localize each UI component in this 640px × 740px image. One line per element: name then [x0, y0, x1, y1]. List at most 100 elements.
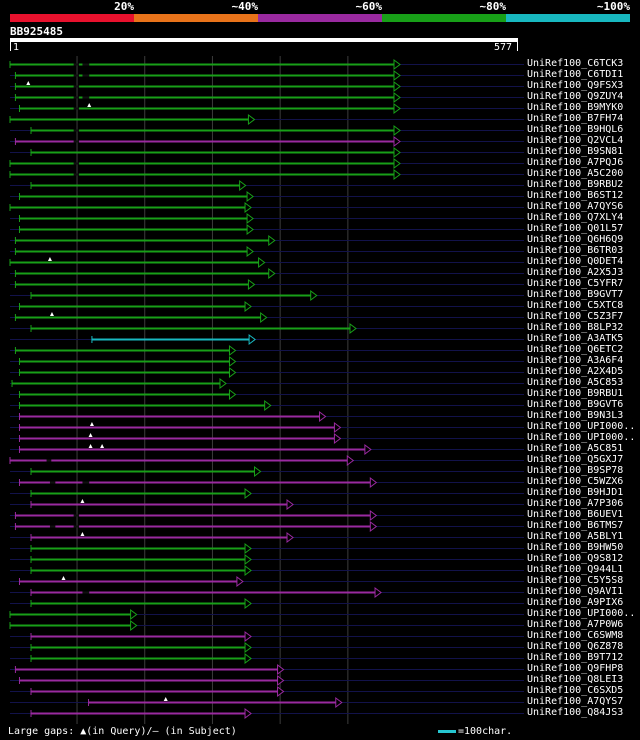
- alignment-end-arrow: [219, 378, 227, 389]
- alignment-end-arrow: [286, 532, 294, 543]
- hit-label[interactable]: UniRef100_Q6Z878: [527, 641, 624, 652]
- hit-label[interactable]: UniRef100_B8LP32: [527, 322, 624, 333]
- query-gap-marker: [88, 433, 93, 437]
- hit-label[interactable]: UniRef100_Q9FHP8: [527, 663, 624, 674]
- query-end-label: 577: [494, 42, 513, 53]
- hit-label[interactable]: UniRef100_A7P0W6: [527, 619, 624, 630]
- alignment-end-arrow: [364, 444, 372, 455]
- hit-label[interactable]: UniRef100_C6TCK3: [527, 58, 624, 69]
- legend-segment-4: [382, 14, 506, 22]
- hit-label[interactable]: UniRef100_A5C200: [527, 168, 624, 179]
- hit-label[interactable]: UniRef100_C5Y5S8: [527, 575, 624, 586]
- alignment-end-arrow: [268, 235, 276, 246]
- hit-label[interactable]: UniRef100_UPI000..: [527, 608, 636, 619]
- alignment-end-arrow: [310, 290, 318, 301]
- hit-label[interactable]: UniRef100_A7PQJ6: [527, 157, 624, 168]
- hit-label[interactable]: UniRef100_Q9ZUY4: [527, 91, 624, 102]
- hit-label[interactable]: UniRef100_B6TMS7: [527, 520, 624, 531]
- hit-label[interactable]: UniRef100_B9SN81: [527, 146, 624, 157]
- hit-label[interactable]: UniRef100_A7QYS7: [527, 696, 624, 707]
- hit-label[interactable]: UniRef100_Q9AVI1: [527, 586, 624, 597]
- hit-label[interactable]: UniRef100_B9MYK0: [527, 102, 624, 113]
- hit-label[interactable]: UniRef100_Q9FSX3: [527, 80, 624, 91]
- hit-label[interactable]: UniRef100_A2X5J3: [527, 267, 624, 278]
- alignment-end-arrow: [246, 224, 254, 235]
- query-gap-marker: [87, 103, 92, 107]
- hit-label[interactable]: UniRef100_A7P306: [527, 498, 624, 509]
- hit-label[interactable]: UniRef100_B6TR03: [527, 245, 624, 256]
- hit-label[interactable]: UniRef100_C5XTC8: [527, 300, 624, 311]
- hit-label[interactable]: UniRef100_C5Z3F7: [527, 311, 624, 322]
- alignment-end-arrow: [369, 521, 378, 532]
- alignment-end-arrow: [260, 312, 268, 323]
- hit-label[interactable]: UniRef100_B9HW50: [527, 542, 624, 553]
- hit-label[interactable]: UniRef100_A2X4D5: [527, 366, 624, 377]
- hit-label[interactable]: UniRef100_B9GVT6: [527, 399, 624, 410]
- hit-label[interactable]: UniRef100_Q01L57: [527, 223, 624, 234]
- alignment-end-arrow: [130, 620, 138, 631]
- hit-label[interactable]: UniRef100_Q2VCL4: [527, 135, 624, 146]
- alignment-end-arrow: [246, 213, 254, 224]
- hit-label[interactable]: UniRef100_Q8LEI3: [527, 674, 624, 685]
- query-gap-marker: [49, 312, 54, 316]
- gap-legend: Large gaps: ▲(in Query)/– (in Subject): [8, 726, 237, 737]
- alignment-end-arrow: [130, 609, 138, 620]
- alignment-end-arrow: [277, 675, 285, 686]
- alignment-end-arrow: [244, 631, 252, 642]
- hit-label[interactable]: UniRef100_Q84JS3: [527, 707, 624, 718]
- hit-label[interactable]: UniRef100_Q5GXJ7: [527, 454, 624, 465]
- query-gap-marker: [100, 444, 105, 448]
- alignment-end-arrow: [369, 477, 378, 488]
- hit-label[interactable]: UniRef100_UPI000..: [527, 421, 636, 432]
- hit-label[interactable]: UniRef100_A7QYS6: [527, 201, 624, 212]
- hit-label[interactable]: UniRef100_C5YFR7: [527, 278, 624, 289]
- alignment-end-arrow: [244, 488, 252, 499]
- hit-label[interactable]: UniRef100_Q7XLY4: [527, 212, 624, 223]
- alignment-end-arrow: [393, 136, 401, 147]
- alignment-end-arrow: [244, 565, 252, 576]
- hit-label[interactable]: UniRef100_Q6ETC2: [527, 344, 624, 355]
- alignment-end-arrow: [244, 543, 252, 554]
- alignment-end-arrow: [335, 697, 343, 708]
- hit-label[interactable]: UniRef100_UPI000..: [527, 432, 636, 443]
- alignment-end-arrow: [333, 433, 342, 444]
- alignment-end-arrow: [349, 323, 357, 334]
- hit-label[interactable]: UniRef100_B9SP78: [527, 465, 624, 476]
- hit-label[interactable]: UniRef100_B6ST12: [527, 190, 624, 201]
- legend-label-4: ~80%: [479, 0, 507, 13]
- hit-label[interactable]: UniRef100_B9HJD1: [527, 487, 624, 498]
- query-gap-marker: [163, 697, 168, 701]
- hit-label[interactable]: UniRef100_B6UEV1: [527, 509, 624, 520]
- hit-label[interactable]: UniRef100_B7FH74: [527, 113, 624, 124]
- hit-label[interactable]: UniRef100_B9GVT7: [527, 289, 624, 300]
- hit-label[interactable]: UniRef100_A5C851: [527, 443, 624, 454]
- hit-label[interactable]: UniRef100_B9N3L3: [527, 410, 624, 421]
- hit-label[interactable]: UniRef100_A3A6F4: [527, 355, 624, 366]
- alignment-end-arrow: [244, 301, 252, 312]
- hit-label[interactable]: UniRef100_A5BLY1: [527, 531, 624, 542]
- hit-label[interactable]: UniRef100_Q944L1: [527, 564, 624, 575]
- alignment-end-arrow: [244, 202, 252, 213]
- hit-label[interactable]: UniRef100_A3ATK5: [527, 333, 624, 344]
- hit-label[interactable]: UniRef100_Q9S812: [527, 553, 624, 564]
- alignment-end-arrow: [393, 59, 401, 70]
- hit-label[interactable]: UniRef100_C6TDI1: [527, 69, 624, 80]
- alignment-end-arrow: [228, 389, 237, 400]
- hit-label[interactable]: UniRef100_B9T712: [527, 652, 624, 663]
- hit-label[interactable]: UniRef100_B9RBU1: [527, 388, 624, 399]
- hit-label[interactable]: UniRef100_A5C853: [527, 377, 624, 388]
- hit-label[interactable]: UniRef100_C6SXD5: [527, 685, 624, 696]
- legend-segment-5: [506, 14, 630, 22]
- hit-label[interactable]: UniRef100_B9HQL6: [527, 124, 624, 135]
- alignment-end-arrow: [244, 598, 252, 609]
- hit-label[interactable]: UniRef100_C5WZX6: [527, 476, 624, 487]
- alignment-end-arrow: [258, 257, 266, 268]
- hit-label[interactable]: UniRef100_C6SWM8: [527, 630, 624, 641]
- hit-label[interactable]: UniRef100_A9PIX6: [527, 597, 624, 608]
- hit-label[interactable]: UniRef100_Q0DET4: [527, 256, 624, 267]
- alignment-end-arrow: [277, 686, 285, 697]
- hit-label[interactable]: UniRef100_B9RBU2: [527, 179, 624, 190]
- alignment-end-arrow: [246, 246, 254, 257]
- hit-label[interactable]: UniRef100_Q6H6Q9: [527, 234, 624, 245]
